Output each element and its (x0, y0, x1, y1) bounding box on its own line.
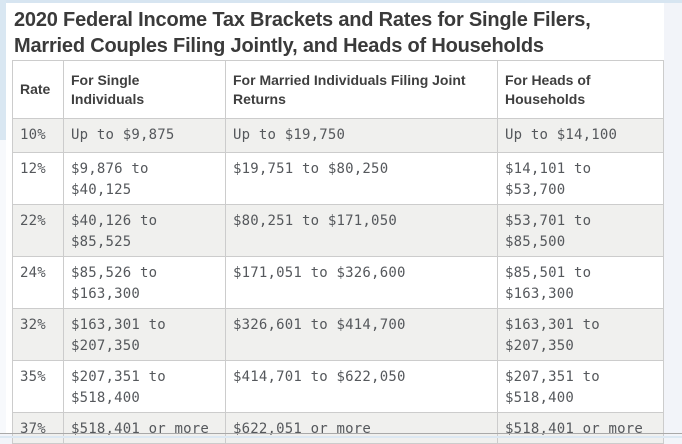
rate-cell: 32% (12, 308, 64, 361)
heads-cell: $207,351 to $518,400 (497, 360, 664, 413)
single-cell: $163,301 to $207,350 (63, 308, 226, 361)
rate-cell: 12% (12, 152, 64, 205)
col-header-single: For Single Individuals (63, 60, 226, 119)
heads-cell: $14,101 to $53,700 (497, 152, 664, 205)
table-row: 35% $207,351 to $518,400 $414,701 to $62… (12, 360, 664, 413)
single-cell: Up to $9,875 (63, 118, 226, 153)
married-cell: $80,251 to $171,050 (225, 204, 498, 257)
table-header: Rate For Single Individuals For Married … (12, 60, 664, 119)
heads-cell: Up to $14,100 (497, 118, 664, 153)
single-cell: $40,126 to $85,525 (63, 204, 226, 257)
single-cell: $207,351 to $518,400 (63, 360, 226, 413)
col-header-heads: For Heads of Households (497, 60, 664, 119)
heads-cell: $518,401 or more (497, 412, 664, 444)
table-row: 24% $85,526 to $163,300 $171,051 to $326… (12, 256, 664, 309)
table-row: 22% $40,126 to $85,525 $80,251 to $171,0… (12, 204, 664, 257)
rate-cell: 37% (12, 412, 64, 444)
tax-brackets-table: Rate For Single Individuals For Married … (12, 60, 664, 444)
page-edge-bottom (0, 436, 682, 438)
rate-cell: 24% (12, 256, 64, 309)
married-cell: $414,701 to $622,050 (225, 360, 498, 413)
page-edge-left (0, 0, 6, 433)
page-edge-top (0, 0, 682, 3)
col-header-rate: Rate (12, 60, 64, 119)
heads-cell: $85,501 to $163,300 (497, 256, 664, 309)
bottom-rule (0, 433, 682, 434)
married-cell: Up to $19,750 (225, 118, 498, 153)
rate-cell: 10% (12, 118, 64, 153)
table-row: 10% Up to $9,875 Up to $19,750 Up to $14… (12, 118, 664, 153)
married-cell: $622,051 or more (225, 412, 498, 444)
table-row: 12% $9,876 to $40,125 $19,751 to $80,250… (12, 152, 664, 205)
single-cell: $9,876 to $40,125 (63, 152, 226, 205)
single-cell: $85,526 to $163,300 (63, 256, 226, 309)
rate-cell: 22% (12, 204, 64, 257)
table-row: 32% $163,301 to $207,350 $326,601 to $41… (12, 308, 664, 361)
col-header-married: For Married Individuals Filing Joint Ret… (225, 60, 498, 119)
married-cell: $19,751 to $80,250 (225, 152, 498, 205)
single-cell: $518,401 or more (63, 412, 226, 444)
heads-cell: $163,301 to $207,350 (497, 308, 664, 361)
table-row: 37% $518,401 or more $622,051 or more $5… (12, 412, 664, 444)
rate-cell: 35% (12, 360, 64, 413)
married-cell: $326,601 to $414,700 (225, 308, 498, 361)
married-cell: $171,051 to $326,600 (225, 256, 498, 309)
heads-cell: $53,701 to $85,500 (497, 204, 664, 257)
header-row: Rate For Single Individuals For Married … (12, 60, 664, 119)
table-body: 10% Up to $9,875 Up to $19,750 Up to $14… (12, 118, 664, 444)
content-card: 2020 Federal Income Tax Brackets and Rat… (6, 3, 664, 444)
page-title: 2020 Federal Income Tax Brackets and Rat… (14, 9, 591, 57)
